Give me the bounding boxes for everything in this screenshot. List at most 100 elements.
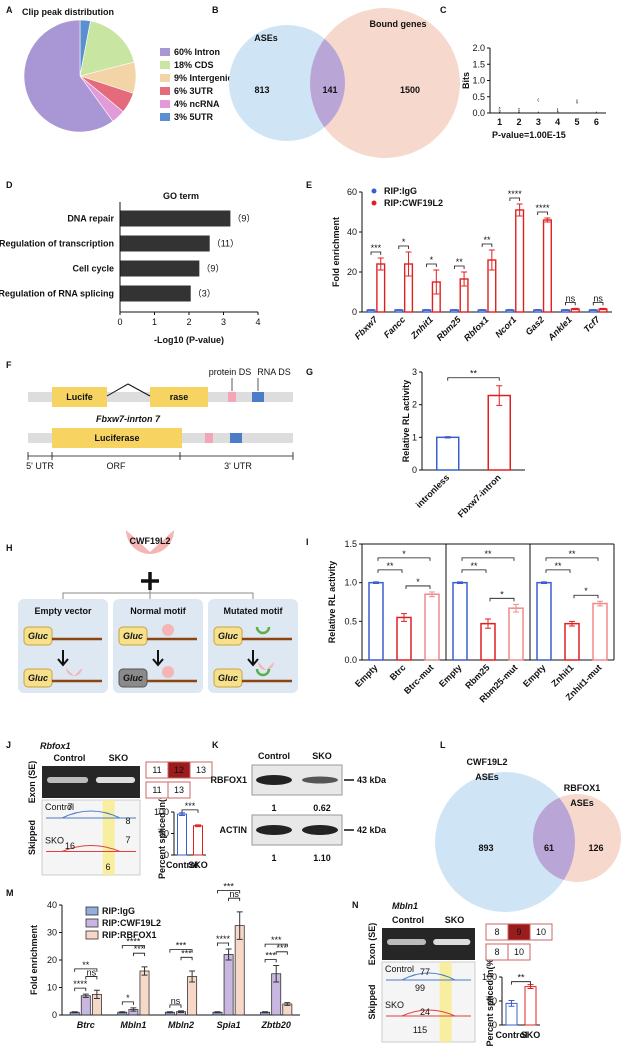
y-axis-label: Percent spliced in(%) xyxy=(157,788,167,879)
x-tick-label: Zbtb20 xyxy=(260,1020,291,1030)
free-protein xyxy=(66,668,82,676)
y-tick-label: 0.0 xyxy=(472,108,485,118)
y-axis-label: Percent spliced in(%) xyxy=(485,955,495,1046)
arrow xyxy=(152,650,164,667)
error-bar xyxy=(82,993,89,998)
exon-box xyxy=(529,923,553,941)
panel-letter: H xyxy=(6,543,13,553)
significance-label: ** xyxy=(386,561,394,571)
x-tick-label: Fbxw7-intron xyxy=(456,472,503,519)
legend-label: RIP:CWF19L2 xyxy=(102,918,161,928)
reporter xyxy=(213,626,243,646)
legend-label: 18% CDS xyxy=(174,60,214,70)
x-tick-label: 5 xyxy=(574,117,579,127)
junction-count: 77 xyxy=(420,967,430,977)
motif-bound xyxy=(162,666,174,678)
reporter xyxy=(118,668,148,688)
bar xyxy=(120,285,191,302)
significance-label: **** xyxy=(126,936,141,946)
significance-label: * xyxy=(126,993,130,1003)
y-axis-label: Fold enrichment xyxy=(331,217,341,287)
significance-bracket xyxy=(481,243,493,247)
venn-label: ASEs xyxy=(570,798,594,808)
pie-slice xyxy=(79,20,135,77)
panel-letter: J xyxy=(6,740,11,750)
x-tick-label: Znhit1 xyxy=(408,314,435,341)
error-bar xyxy=(195,824,201,828)
bar xyxy=(376,263,386,313)
y-tick-label: 20 xyxy=(47,955,57,965)
reporter-label: Gluc xyxy=(28,673,48,683)
error-bar xyxy=(178,1010,184,1014)
reporter-label: Gluc xyxy=(123,631,143,641)
x-tick-label: Rbm25 xyxy=(434,314,463,343)
x-tick-label: 1 xyxy=(152,317,157,327)
significance-bracket xyxy=(169,949,193,953)
significance-bracket xyxy=(370,251,382,255)
sashimi-track xyxy=(386,972,471,981)
venn-overlap xyxy=(533,794,575,882)
significance-bracket xyxy=(461,557,515,561)
quant-label: 1 xyxy=(271,803,276,813)
panel-letter: B xyxy=(212,5,219,15)
x-tick-label: 3 xyxy=(536,117,541,127)
significance-label: *** xyxy=(223,881,234,891)
bar xyxy=(524,986,537,1026)
chart-title: GO term xyxy=(163,191,199,201)
error-bar xyxy=(508,1000,515,1007)
significance-label: * xyxy=(416,577,420,587)
legend-marker xyxy=(85,906,99,916)
significance-label: ns xyxy=(229,889,239,899)
panel-letter: N xyxy=(352,900,359,910)
protein-shape xyxy=(126,530,174,554)
x-tick-label: Mbln2 xyxy=(168,1020,194,1030)
luciferase-box xyxy=(52,387,107,407)
logo-letter: G xyxy=(499,108,501,116)
box-label: Lucife xyxy=(66,392,93,402)
x-tick-label: Control xyxy=(496,1030,528,1040)
blot-band xyxy=(302,776,338,784)
subtitle: P-value=1.00E-15 xyxy=(492,130,566,140)
lane-label: Control xyxy=(53,753,85,763)
x-tick-label: 0 xyxy=(117,317,122,327)
blot-band xyxy=(256,825,292,835)
venn-label: CWF19L2 xyxy=(466,757,507,767)
box-label: rase xyxy=(170,392,189,402)
mutated-motif xyxy=(255,626,271,635)
significance-bracket xyxy=(405,585,431,589)
significance-label: * xyxy=(584,586,588,596)
venn-count: 61 xyxy=(544,843,554,853)
bar xyxy=(368,581,384,661)
x-tick-label: Fancc xyxy=(382,314,407,339)
error-bar xyxy=(429,591,435,598)
bar xyxy=(515,209,525,313)
significance-bracket xyxy=(121,1001,134,1005)
panel-letter: I xyxy=(306,537,309,547)
lane-label: Control xyxy=(392,915,424,925)
blot-label: RBFOX1 xyxy=(210,775,247,785)
venn-circle xyxy=(310,8,460,158)
row-label: Exon (SE) xyxy=(27,761,37,804)
error-bar xyxy=(562,309,569,311)
highlight xyxy=(439,962,452,1042)
size-label: 43 kDa xyxy=(357,775,387,785)
gel-band xyxy=(95,777,136,783)
significance-label: * xyxy=(402,237,406,247)
bar xyxy=(193,825,203,856)
significance-label: ns xyxy=(566,293,576,303)
significance-label: * xyxy=(500,589,504,599)
logo-letter: A xyxy=(596,111,598,114)
significance-label: **** xyxy=(508,189,523,199)
bar xyxy=(536,581,552,661)
y-tick-label: 50 xyxy=(487,996,497,1006)
panel-title: Empty vector xyxy=(34,606,92,616)
error-bar xyxy=(405,251,412,277)
legend-label: 60% Intron xyxy=(174,47,220,57)
error-bar xyxy=(506,309,513,311)
y-axis-label: Relative RL activity xyxy=(327,561,337,643)
junction-count: 24 xyxy=(420,1007,430,1017)
x-tick-label: Empty xyxy=(521,662,548,689)
venn-count: 126 xyxy=(588,843,603,853)
venn-label: ASEs xyxy=(475,772,499,782)
panel-letter: G xyxy=(306,367,313,377)
